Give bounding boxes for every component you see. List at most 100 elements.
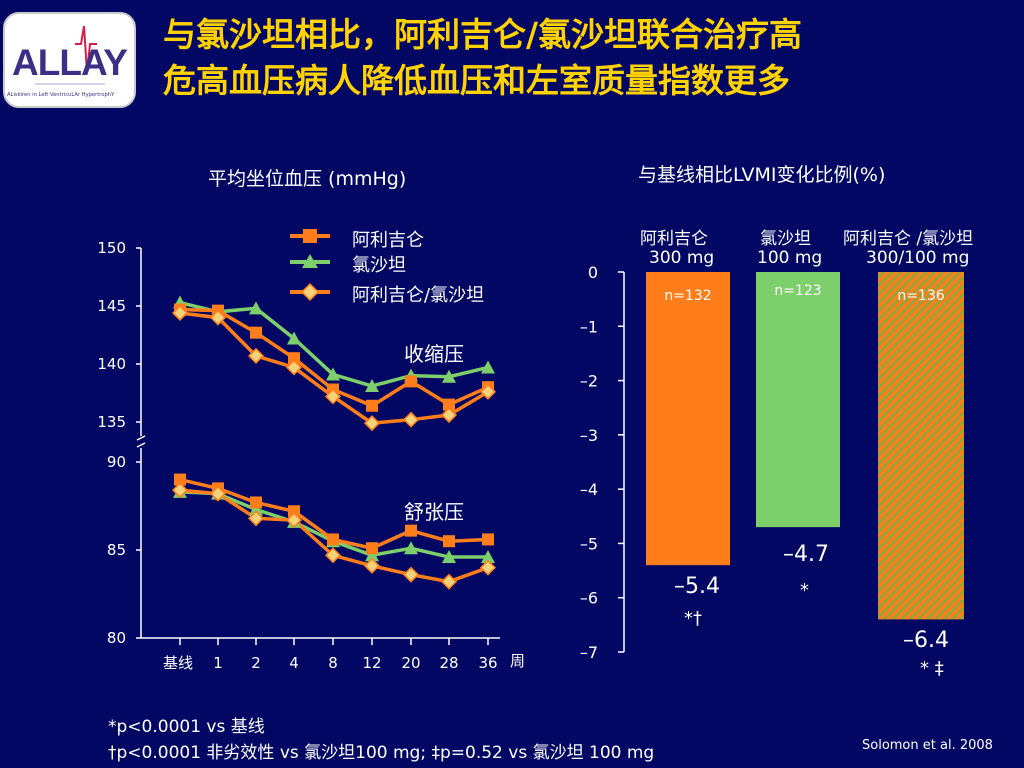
point-combo bbox=[402, 411, 420, 428]
point-losartan bbox=[249, 301, 263, 315]
footnote-2: †p<0.0001 非劣效性 vs 氯沙坦100 mg; ‡p=0.52 vs … bbox=[108, 743, 655, 763]
legend-label-combo: 阿利吉仑/氯沙坦 bbox=[352, 285, 485, 306]
bar-sig-losartan: * bbox=[800, 580, 809, 601]
point-losartan bbox=[326, 367, 340, 381]
point-losartan bbox=[287, 331, 301, 345]
bar-n-label: n=136 bbox=[897, 288, 944, 304]
x-axis-label: 周 bbox=[510, 652, 525, 670]
y-tick-label: 80 bbox=[107, 629, 126, 647]
point-combo bbox=[209, 485, 227, 502]
x-tick-label: 4 bbox=[289, 654, 299, 672]
point-combo bbox=[363, 557, 381, 574]
allay-logo: ALLAY ALiskiren in Left VentricuLAr Hype… bbox=[3, 12, 136, 108]
bar-y-tick-label: –3 bbox=[580, 426, 598, 445]
legend-marker-losartan bbox=[302, 254, 318, 268]
bar-y-tick-label: –1 bbox=[580, 317, 598, 336]
point-combo bbox=[285, 359, 303, 376]
source-citation: Solomon et al. 2008 bbox=[862, 738, 993, 753]
point-aliskiren bbox=[288, 352, 300, 365]
bar-header-aliskiren: 阿利吉仑 bbox=[640, 229, 708, 249]
bar-n-label: n=123 bbox=[774, 283, 821, 299]
point-combo bbox=[171, 482, 189, 499]
point-aliskiren bbox=[443, 535, 455, 548]
axis-break-1 bbox=[136, 435, 146, 441]
point-losartan bbox=[249, 502, 263, 516]
title-line-2: 危高血压病人降低血压和左室质量指数更多 bbox=[163, 61, 790, 100]
bar-sig-combo: * ‡ bbox=[920, 658, 944, 679]
y-tick-label: 90 bbox=[107, 453, 126, 471]
point-losartan bbox=[365, 379, 379, 393]
bar-value-aliskiren: –5.4 bbox=[674, 574, 720, 599]
line-chart-title: 平均坐位血压 (mmHg) bbox=[208, 168, 407, 190]
legend-markers bbox=[290, 229, 330, 302]
point-combo bbox=[479, 383, 497, 400]
bar-y-tick-label: 0 bbox=[588, 263, 598, 282]
bar-dose-aliskiren: 300 mg bbox=[649, 248, 715, 268]
bar-dose-losartan: 100 mg bbox=[757, 248, 823, 268]
panel-label-systolic: 收缩压 bbox=[404, 342, 464, 366]
bar-header-losartan: 氯沙坦 bbox=[760, 229, 811, 249]
slide-title: 与氯沙坦相比，阿利吉仑/氯沙坦联合治疗高 危高血压病人降低血压和左室质量指数更多 bbox=[163, 12, 802, 104]
bar-value-combo: –6.4 bbox=[903, 628, 949, 653]
bar-chart-title: 与基线相比LVMI变化比例(%) bbox=[638, 164, 886, 186]
footnote-1: *p<0.0001 vs 基线 bbox=[108, 717, 265, 737]
point-aliskiren bbox=[288, 505, 300, 518]
point-aliskiren bbox=[366, 542, 378, 555]
point-combo bbox=[171, 304, 189, 322]
logo-subtitle: ALiskiren in Left VentricuLAr Hypertroph… bbox=[7, 92, 115, 98]
point-combo bbox=[209, 309, 227, 326]
x-tick-label: 2 bbox=[251, 654, 261, 672]
bar-chart: 0 –1 –2 –3 –4 –5 –6 –7 n=132 n=123 n=136 bbox=[580, 263, 964, 662]
x-tick-label: 36 bbox=[478, 654, 497, 672]
legend-marker-combo bbox=[300, 282, 320, 302]
x-tick-label: 8 bbox=[328, 654, 338, 672]
bar-n-label: n=132 bbox=[664, 288, 711, 304]
point-combo bbox=[324, 388, 342, 405]
bar-0 bbox=[646, 272, 730, 566]
x-tick-label: 基线 bbox=[163, 654, 193, 672]
x-tick-label: 20 bbox=[401, 654, 420, 672]
bar-y-tick-label: –6 bbox=[580, 589, 598, 608]
y-tick-label: 85 bbox=[107, 541, 126, 559]
point-losartan bbox=[442, 550, 456, 564]
y-tick-label: 145 bbox=[97, 297, 126, 315]
bar-2 bbox=[878, 272, 964, 620]
point-combo bbox=[479, 559, 497, 576]
x-tick-label: 28 bbox=[439, 654, 458, 672]
y-tick-label: 135 bbox=[97, 413, 126, 431]
logo-graphic bbox=[35, 20, 105, 85]
point-combo bbox=[324, 547, 342, 564]
bar-1 bbox=[756, 272, 840, 528]
point-combo bbox=[363, 415, 381, 432]
legend-marker-aliskiren bbox=[303, 229, 317, 243]
legend-label-aliskiren: 阿利吉仑 bbox=[352, 230, 424, 251]
bar-dose-combo: 300/100 mg bbox=[866, 248, 970, 268]
legend-label-losartan: 氯沙坦 bbox=[352, 255, 406, 276]
bar-y-tick-label: –5 bbox=[580, 534, 598, 553]
point-aliskiren bbox=[405, 375, 417, 388]
point-aliskiren bbox=[250, 326, 262, 339]
point-aliskiren bbox=[327, 533, 339, 546]
point-aliskiren bbox=[366, 399, 378, 412]
point-combo bbox=[285, 512, 303, 529]
point-aliskiren bbox=[250, 496, 262, 509]
bar-y-tick-label: –7 bbox=[580, 643, 598, 662]
point-aliskiren bbox=[405, 524, 417, 537]
point-losartan bbox=[481, 550, 495, 564]
bar-y-tick-label: –4 bbox=[580, 480, 598, 499]
point-aliskiren bbox=[174, 473, 186, 486]
point-combo bbox=[247, 510, 265, 527]
panel-label-diastolic: 舒张压 bbox=[404, 500, 464, 524]
point-losartan bbox=[481, 360, 495, 374]
point-aliskiren bbox=[443, 398, 455, 411]
point-combo bbox=[440, 406, 458, 424]
point-combo bbox=[402, 566, 420, 583]
x-tick-label: 1 bbox=[213, 654, 223, 672]
point-aliskiren bbox=[482, 533, 494, 546]
point-losartan bbox=[365, 548, 379, 562]
point-losartan bbox=[442, 369, 456, 383]
logo-text: ALLAY bbox=[12, 42, 128, 83]
point-combo bbox=[440, 573, 458, 590]
y-tick-label: 150 bbox=[97, 239, 126, 257]
